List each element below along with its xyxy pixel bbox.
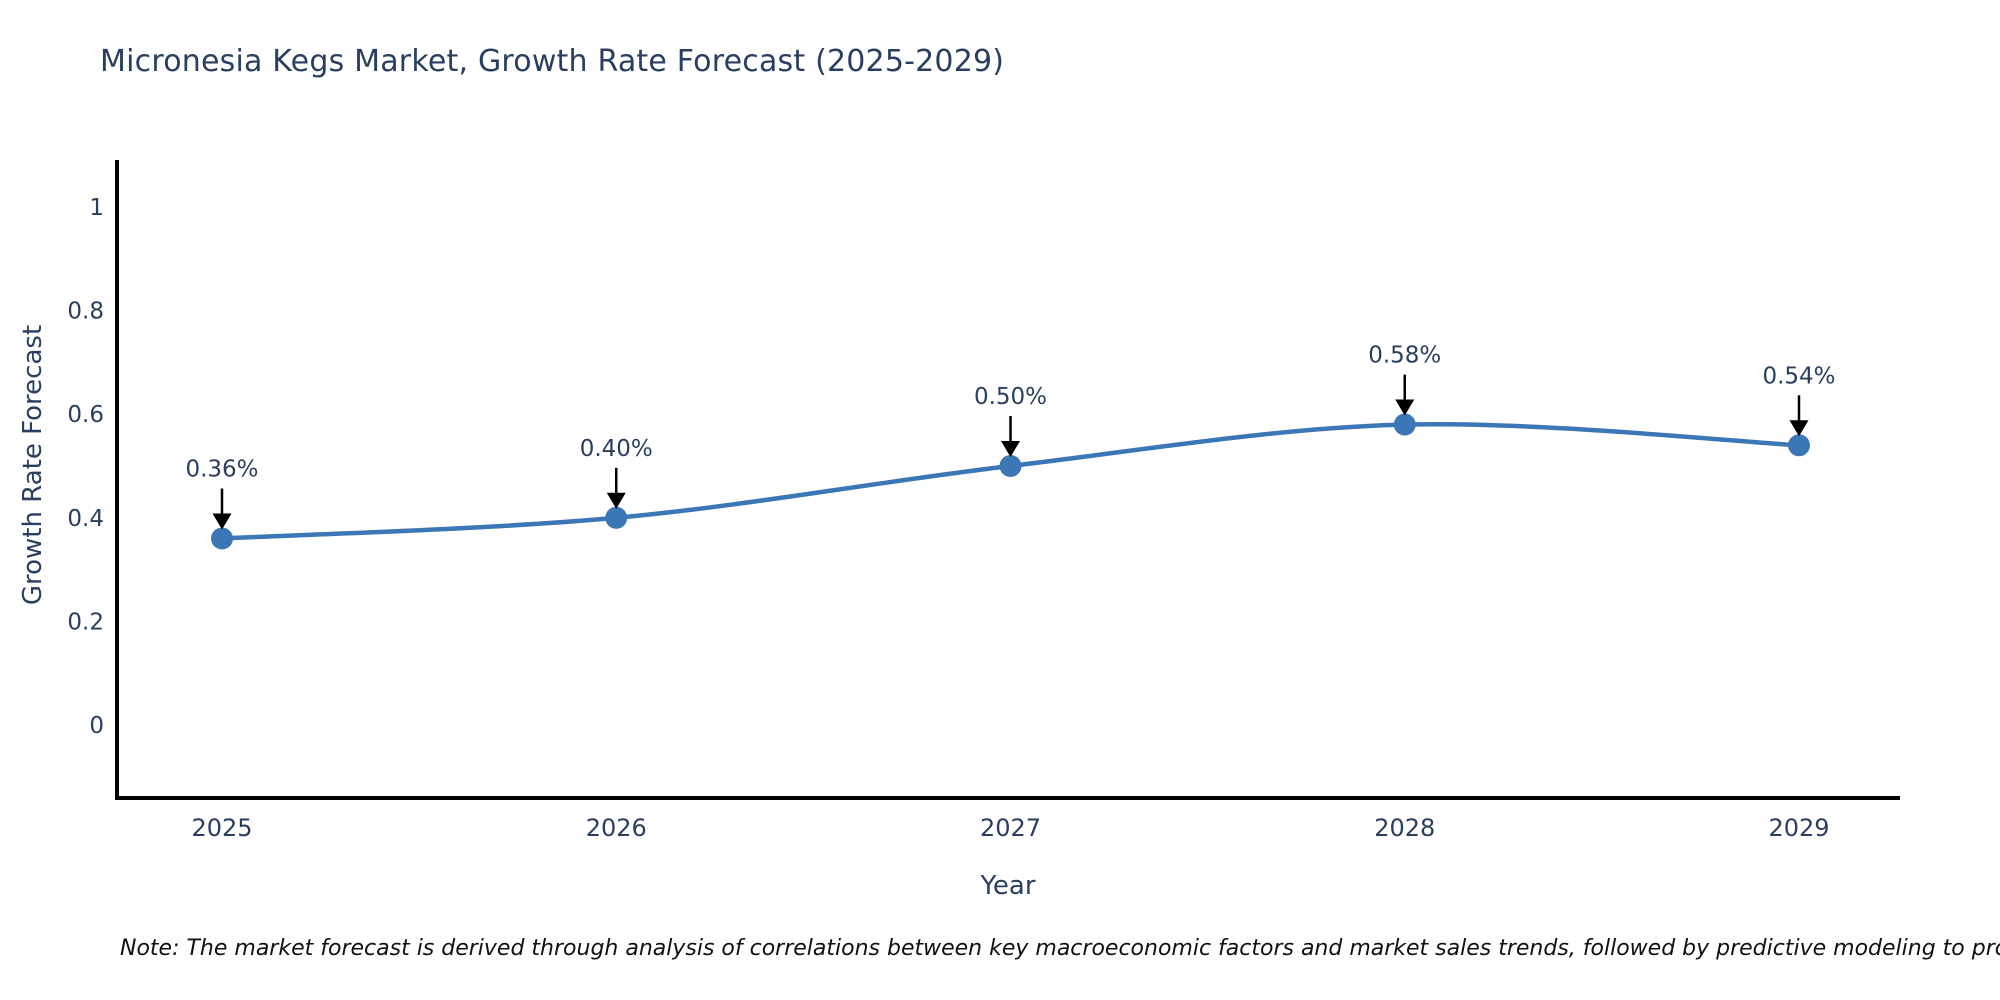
annotation-arrowhead-icon <box>212 513 232 530</box>
annotation-arrowhead-icon <box>1395 399 1415 416</box>
data-point-marker <box>211 527 233 550</box>
x-tick-label: 2025 <box>191 814 252 842</box>
annotation-label: 0.50% <box>974 384 1047 410</box>
y-tick-label: 0.6 <box>67 402 104 428</box>
annotation-label: 0.36% <box>185 457 258 483</box>
annotation-arrowhead-icon <box>606 492 626 509</box>
y-tick-label: 0.2 <box>67 609 104 635</box>
x-tick-label: 2026 <box>586 814 647 842</box>
annotation-label: 0.54% <box>1762 363 1835 389</box>
y-tick-label: 0.8 <box>67 299 104 325</box>
chart-title: Micronesia Kegs Market, Growth Rate Fore… <box>100 44 1005 79</box>
annotation-arrowhead-icon <box>1001 441 1020 457</box>
y-tick-label: 0.4 <box>67 506 104 532</box>
data-point-marker <box>999 455 1022 477</box>
x-tick-label: 2028 <box>1374 814 1435 842</box>
annotation-label: 0.40% <box>580 436 653 462</box>
footnote: Note: The market forecast is derived thr… <box>120 936 2000 961</box>
annotation-label: 0.58% <box>1368 343 1441 369</box>
y-axis-title: Growth Rate Forecast <box>18 324 48 606</box>
x-tick-label: 2027 <box>980 814 1041 842</box>
annotation-arrowhead-icon <box>1789 420 1809 437</box>
data-point-marker <box>1788 434 1810 457</box>
x-axis-title: Year <box>980 871 1036 901</box>
x-tick-label: 2029 <box>1768 814 1829 842</box>
y-tick-label: 0 <box>89 713 104 739</box>
data-point-marker <box>605 506 628 529</box>
y-tick-label: 1 <box>89 195 104 221</box>
data-point-marker <box>1393 413 1416 436</box>
